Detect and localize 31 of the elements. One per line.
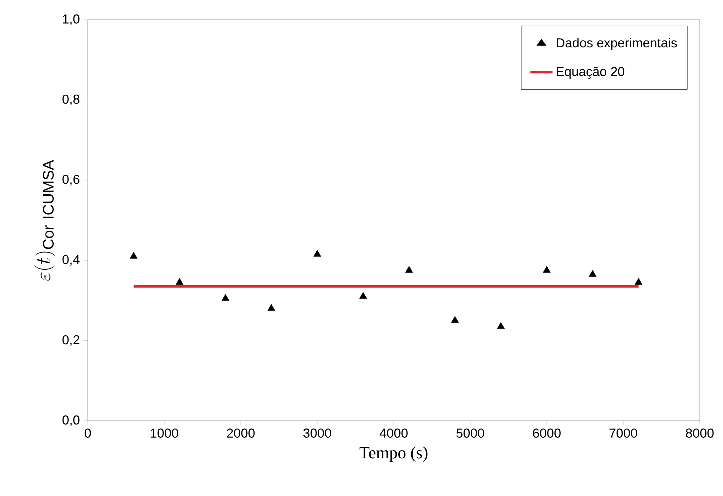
point xyxy=(360,292,368,299)
legend-label: Equação 20 xyxy=(557,66,625,80)
point xyxy=(451,316,460,324)
point xyxy=(543,266,551,273)
x-tick-label: 3000 xyxy=(304,428,332,438)
y-tick-label: 0,0 xyxy=(62,416,80,426)
point xyxy=(634,278,643,285)
point xyxy=(497,322,505,330)
point xyxy=(176,278,184,285)
y-tick-label: 0,8 xyxy=(62,94,80,106)
x-tick-label: 7000 xyxy=(610,428,638,438)
x-tick-label: 1000 xyxy=(151,428,178,438)
x-tick-label: 4000 xyxy=(380,428,408,438)
point xyxy=(589,270,597,277)
x-tick-label: 0 xyxy=(84,428,92,438)
point xyxy=(222,294,230,301)
point xyxy=(314,250,322,257)
y-tick-label: 0,2 xyxy=(62,335,80,346)
x-tick-label: 5000 xyxy=(456,428,484,438)
x-tick-label: 8000 xyxy=(686,428,714,438)
x-tick-label: 2000 xyxy=(227,428,255,438)
point xyxy=(130,252,138,259)
point xyxy=(268,304,276,312)
y-tick-label: 0,4 xyxy=(62,255,80,266)
x-axis-title: Tempo (s) xyxy=(360,446,428,462)
y-tick-label: 0,6 xyxy=(62,175,80,186)
x-tick-label: 6000 xyxy=(533,428,561,438)
y-tick-label: 1,0 xyxy=(63,14,80,26)
legend-label: Dados experimentais xyxy=(557,38,678,50)
y-axis-title: $\varepsilon(t)_{\mathrm{Cor\ ICUMSA}}$ xyxy=(34,160,56,281)
point xyxy=(405,266,414,273)
